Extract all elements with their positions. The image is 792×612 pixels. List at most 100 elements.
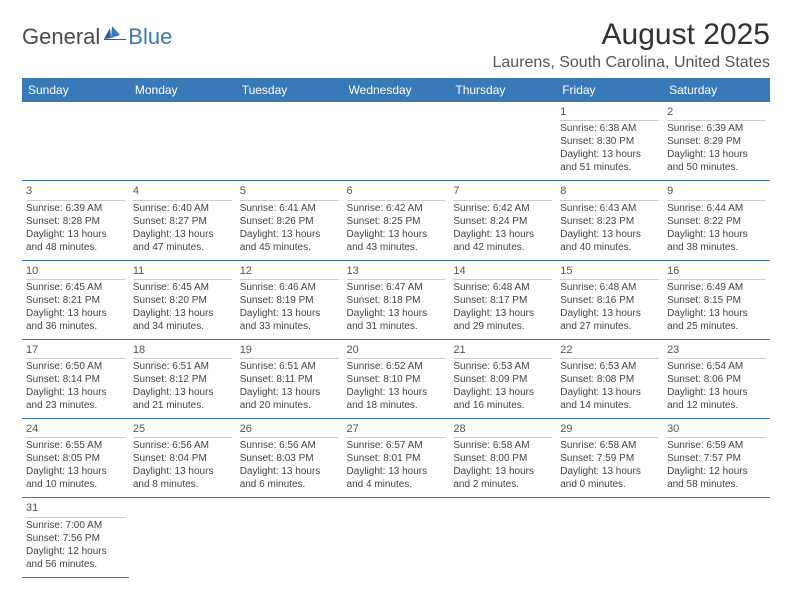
day-info-rise: Sunrise: 6:38 AM <box>560 122 659 135</box>
calendar-cell: 4Sunrise: 6:40 AMSunset: 8:27 PMDaylight… <box>129 181 236 260</box>
day-number: 11 <box>133 264 232 280</box>
day-info-rise: Sunrise: 6:47 AM <box>347 281 446 294</box>
weekday-header: Saturday <box>663 78 770 102</box>
calendar-cell <box>663 498 770 577</box>
day-info-set: Sunset: 8:00 PM <box>453 452 552 465</box>
day-info-dl1: Daylight: 13 hours <box>453 465 552 478</box>
day-number: 2 <box>667 105 766 121</box>
day-info-rise: Sunrise: 6:58 AM <box>453 439 552 452</box>
day-info-rise: Sunrise: 6:55 AM <box>26 439 125 452</box>
day-info-dl1: Daylight: 13 hours <box>26 307 125 320</box>
day-info-rise: Sunrise: 6:53 AM <box>453 360 552 373</box>
day-info-dl2: and 38 minutes. <box>667 241 766 254</box>
day-info-dl2: and 0 minutes. <box>560 478 659 491</box>
calendar-cell: 8Sunrise: 6:43 AMSunset: 8:23 PMDaylight… <box>556 181 663 260</box>
calendar-cell: 22Sunrise: 6:53 AMSunset: 8:08 PMDayligh… <box>556 339 663 418</box>
weekday-header: Thursday <box>449 78 556 102</box>
day-info-dl2: and 29 minutes. <box>453 320 552 333</box>
month-title: August 2025 <box>493 18 771 52</box>
day-info-dl2: and 23 minutes. <box>26 399 125 412</box>
day-info-dl2: and 33 minutes. <box>240 320 339 333</box>
calendar-cell: 7Sunrise: 6:42 AMSunset: 8:24 PMDaylight… <box>449 181 556 260</box>
flag-icon <box>104 25 126 46</box>
day-info-dl2: and 8 minutes. <box>133 478 232 491</box>
day-info-rise: Sunrise: 7:00 AM <box>26 519 125 532</box>
day-info-dl1: Daylight: 13 hours <box>667 386 766 399</box>
day-info-dl1: Daylight: 13 hours <box>133 465 232 478</box>
day-info-rise: Sunrise: 6:58 AM <box>560 439 659 452</box>
day-info-rise: Sunrise: 6:57 AM <box>347 439 446 452</box>
day-number: 22 <box>560 343 659 359</box>
day-info-dl2: and 10 minutes. <box>26 478 125 491</box>
day-info-set: Sunset: 8:17 PM <box>453 294 552 307</box>
day-info-dl1: Daylight: 13 hours <box>667 228 766 241</box>
calendar-cell: 13Sunrise: 6:47 AMSunset: 8:18 PMDayligh… <box>343 260 450 339</box>
day-info-dl1: Daylight: 13 hours <box>453 307 552 320</box>
day-info-dl1: Daylight: 13 hours <box>240 228 339 241</box>
calendar-cell: 15Sunrise: 6:48 AMSunset: 8:16 PMDayligh… <box>556 260 663 339</box>
calendar-cell <box>22 102 129 181</box>
day-info-dl1: Daylight: 13 hours <box>240 465 339 478</box>
day-info-set: Sunset: 8:03 PM <box>240 452 339 465</box>
day-info-dl2: and 18 minutes. <box>347 399 446 412</box>
calendar-cell: 5 Sunrise: 6:41 AMSunset: 8:26 PMDaylight… <box>236 181 343 260</box>
day-info-dl2: and 31 minutes. <box>347 320 446 333</box>
day-info-set: Sunset: 7:56 PM <box>26 532 125 545</box>
day-info-rise: Sunrise: 6:51 AM <box>240 360 339 373</box>
day-info-dl1: Daylight: 13 hours <box>347 386 446 399</box>
day-info-dl1: Daylight: 13 hours <box>26 228 125 241</box>
day-info-dl2: and 42 minutes. <box>453 241 552 254</box>
day-info-set: Sunset: 8:21 PM <box>26 294 125 307</box>
day-info-rise: Sunrise: 6:43 AM <box>560 202 659 215</box>
day-info-rise: Sunrise: 6:49 AM <box>667 281 766 294</box>
day-number: 25 <box>133 422 232 438</box>
calendar-week-row: 10Sunrise: 6:45 AMSunset: 8:21 PMDayligh… <box>22 260 770 339</box>
day-info-rise: Sunrise: 6:56 AM <box>240 439 339 452</box>
day-info-rise: Sunrise: 6:41 AM <box>240 202 339 215</box>
day-info-dl1: Daylight: 13 hours <box>560 148 659 161</box>
logo: General Blue <box>22 18 172 50</box>
day-info-dl2: and 34 minutes. <box>133 320 232 333</box>
calendar-week-row: 1Sunrise: 6:38 AMSunset: 8:30 PMDaylight… <box>22 102 770 181</box>
logo-word1: General <box>22 24 100 50</box>
calendar-cell: 12Sunrise: 6:46 AMSunset: 8:19 PMDayligh… <box>236 260 343 339</box>
day-info-dl2: and 50 minutes. <box>667 161 766 174</box>
calendar-cell: 18Sunrise: 6:51 AMSunset: 8:12 PMDayligh… <box>129 339 236 418</box>
title-block: August 2025 Laurens, South Carolina, Uni… <box>493 18 771 72</box>
day-info-set: Sunset: 8:30 PM <box>560 135 659 148</box>
day-info-rise: Sunrise: 6:46 AM <box>240 281 339 294</box>
weekday-header: Sunday <box>22 78 129 102</box>
day-info-dl1: Daylight: 13 hours <box>667 307 766 320</box>
day-number: 18 <box>133 343 232 359</box>
weekday-header: Friday <box>556 78 663 102</box>
day-info-dl1: Daylight: 13 hours <box>240 386 339 399</box>
day-info-dl1: Daylight: 13 hours <box>560 465 659 478</box>
day-number: 1 <box>560 105 659 121</box>
day-info-set: Sunset: 8:29 PM <box>667 135 766 148</box>
calendar-cell: 27Sunrise: 6:57 AMSunset: 8:01 PMDayligh… <box>343 419 450 498</box>
day-number: 14 <box>453 264 552 280</box>
day-info-rise: Sunrise: 6:45 AM <box>133 281 232 294</box>
day-info-rise: Sunrise: 6:42 AM <box>453 202 552 215</box>
calendar-cell <box>449 498 556 577</box>
day-info-dl2: and 45 minutes. <box>240 241 339 254</box>
calendar-cell: 26Sunrise: 6:56 AMSunset: 8:03 PMDayligh… <box>236 419 343 498</box>
day-info-set: Sunset: 8:24 PM <box>453 215 552 228</box>
day-info-rise: Sunrise: 6:39 AM <box>26 202 125 215</box>
day-info-set: Sunset: 8:10 PM <box>347 373 446 386</box>
day-info-set: Sunset: 8:27 PM <box>133 215 232 228</box>
day-info-set: Sunset: 8:26 PM <box>240 215 339 228</box>
day-number: 6 <box>347 184 446 200</box>
day-number: 30 <box>667 422 766 438</box>
day-info-dl1: Daylight: 13 hours <box>240 307 339 320</box>
day-info-dl1: Daylight: 13 hours <box>133 228 232 241</box>
logo-word2: Blue <box>128 24 172 50</box>
calendar-cell <box>129 498 236 577</box>
day-info-set: Sunset: 8:12 PM <box>133 373 232 386</box>
day-info-dl1: Daylight: 13 hours <box>560 307 659 320</box>
day-info-set: Sunset: 8:20 PM <box>133 294 232 307</box>
day-number: 5 <box>240 184 339 200</box>
day-info-dl1: Daylight: 13 hours <box>26 386 125 399</box>
day-info-dl1: Daylight: 13 hours <box>133 307 232 320</box>
calendar-cell: 10Sunrise: 6:45 AMSunset: 8:21 PMDayligh… <box>22 260 129 339</box>
